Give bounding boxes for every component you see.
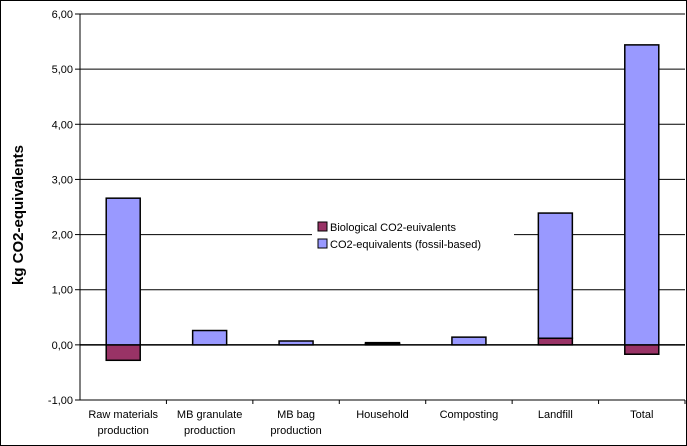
bar-fossil <box>364 341 401 345</box>
x-category-label: MB granulate <box>177 409 242 421</box>
bar-fossil <box>451 336 487 346</box>
bar-fossil <box>537 212 574 339</box>
legend-swatch <box>317 238 328 249</box>
y-axis-title: kg CO2-equivalents <box>10 145 27 285</box>
y-tick-label: 6,00 <box>52 9 73 21</box>
bar-biological <box>537 337 574 346</box>
x-category-label: Household <box>356 409 409 421</box>
bars <box>105 44 660 362</box>
legend: Biological CO2-euivalents CO2-equivalents… <box>312 218 514 258</box>
bar-fossil <box>191 329 228 346</box>
bar-fossil <box>105 197 141 346</box>
y-tick-label: 0,00 <box>52 340 73 352</box>
y-tick-label: 5,00 <box>52 64 73 76</box>
x-category-label: Total <box>630 409 653 421</box>
bar-biological <box>624 344 660 355</box>
legend-label: Biological CO2-euivalents <box>330 222 456 234</box>
legend-label: CO2-equivalents (fossil-based) <box>330 239 481 251</box>
x-category-label: Landfill <box>538 409 573 421</box>
x-category-label: production <box>98 425 149 437</box>
y-tick-label: 4,00 <box>52 119 73 131</box>
y-tick-label: 3,00 <box>52 174 73 186</box>
legend-swatch <box>317 221 328 232</box>
bar-fossil <box>278 340 314 346</box>
y-tick-label: 2,00 <box>52 230 73 242</box>
bar-biological <box>105 344 141 362</box>
bar-fossil <box>624 44 660 346</box>
axis-labels: -1,00 0,00 1,00 2,00 3,00 4,00 5,00 6,00 Raw mat… <box>48 9 653 437</box>
x-category-label: production <box>270 425 321 437</box>
x-category-label: production <box>184 425 235 437</box>
x-category-label: MB bag <box>277 409 315 421</box>
y-tick-label: 1,00 <box>52 285 73 297</box>
y-tick-label: -1,00 <box>48 395 73 407</box>
legend-box <box>312 218 514 258</box>
x-category-label: Composting <box>440 409 499 421</box>
x-category-label: Raw materials <box>88 409 158 421</box>
